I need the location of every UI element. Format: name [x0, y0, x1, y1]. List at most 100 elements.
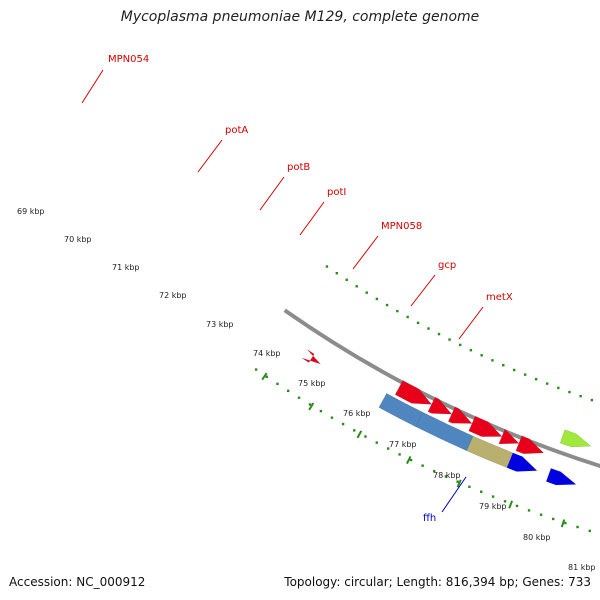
outer-tick-dot	[364, 435, 367, 438]
gene-ffh	[559, 429, 592, 448]
inner-tick-dot	[546, 382, 549, 385]
outer-tick-dot	[491, 495, 495, 498]
inner-tick-dot	[396, 309, 399, 313]
gene-leader-line	[299, 201, 325, 236]
gene-rev-2	[427, 396, 453, 415]
outer-tick-dot	[353, 429, 356, 432]
inner-tick-dot	[459, 343, 462, 347]
outer-major-tick	[456, 479, 462, 488]
gene-leader-line	[441, 476, 467, 513]
genome-backbone	[283, 308, 600, 468]
outer-tick-dot	[564, 521, 567, 525]
outer-major-tick	[508, 500, 514, 509]
outer-tick-dot	[386, 447, 390, 450]
outer-major-tick	[308, 402, 315, 411]
kbp-tick-label: 74 kbp	[253, 349, 281, 358]
topology-stats-label: Topology: circular; Length: 816,394 bp; …	[284, 575, 591, 589]
outer-tick-dot	[539, 513, 543, 516]
gene-label-ffh: ffh	[423, 513, 436, 524]
inner-tick-dot	[448, 338, 451, 341]
kbp-tick-label: 75 kbp	[298, 379, 326, 388]
inner-tick-dot	[579, 394, 582, 398]
map-title: Mycoplasma pneumoniae M129, complete gen…	[120, 9, 480, 25]
inner-tick-dot	[437, 332, 441, 336]
inner-tick-dot	[590, 398, 594, 402]
inner-tick-dot	[416, 321, 420, 325]
inner-tick-dot	[355, 285, 358, 288]
kbp-tick-label: 70 kbp	[64, 235, 92, 244]
gene-metX	[506, 452, 538, 472]
gene-rev-1	[394, 380, 433, 405]
inner-tick-dot	[385, 303, 389, 307]
inner-tick-dot	[534, 377, 538, 381]
kbp-tick-label: 72 kbp	[159, 291, 187, 300]
gene-rev-5	[498, 428, 520, 445]
outer-tick-dot	[375, 441, 378, 444]
kbp-tick-label: 71 kbp	[112, 263, 140, 272]
outer-tick-dot	[527, 509, 531, 512]
outer-tick-dot	[308, 403, 312, 406]
outer-tick-dot	[398, 453, 401, 456]
inner-tick-dot	[335, 272, 338, 275]
inner-tick-dot	[325, 265, 329, 268]
inner-tick-dot	[557, 386, 560, 390]
outer-tick-dot	[265, 375, 268, 378]
inner-tick-dot	[568, 390, 571, 394]
outer-tick-dot	[254, 368, 258, 371]
inner-tick-dot	[365, 291, 368, 294]
gene-MPN054	[301, 349, 322, 365]
gene-label-potB: potB	[287, 162, 310, 173]
kbp-tick-label: 77 kbp	[389, 440, 417, 449]
outer-tick-dot	[433, 469, 436, 473]
gene-rev-3	[447, 406, 473, 424]
gene-rev-6	[515, 435, 545, 455]
gene-rev-4	[468, 415, 503, 437]
gene-label-MPN058: MPN058	[381, 221, 422, 232]
kbp-tick-label: 78 kbp	[433, 471, 461, 480]
inner-tick-dot	[469, 348, 473, 352]
outer-tick-dot	[421, 464, 424, 467]
kbp-tick-label: 69 kbp	[17, 207, 45, 216]
inner-tick-dot	[502, 364, 505, 367]
inner-tick-dot	[512, 368, 516, 372]
outer-tick-dot	[287, 389, 290, 393]
kbp-tick-label: 80 kbp	[523, 533, 551, 542]
outer-tick-dot	[409, 458, 413, 462]
gene-label-metX: metX	[486, 292, 513, 303]
outer-tick-dot	[444, 475, 448, 478]
kbp-tick-label: 79 kbp	[479, 502, 507, 511]
outer-tick-dot	[576, 525, 579, 529]
gene-leader-line	[81, 69, 104, 104]
inner-tick-dot	[523, 373, 527, 376]
gene-leader-line	[352, 235, 379, 270]
inner-tick-dot	[345, 278, 348, 282]
inner-tick-dot	[406, 315, 409, 319]
outer-tick-dot	[297, 396, 301, 399]
outer-tick-dot	[503, 500, 507, 503]
gene-blue	[545, 467, 577, 486]
inner-tick-dot	[480, 354, 483, 357]
outer-tick-dot	[330, 416, 334, 419]
gene-leader-line	[458, 306, 484, 340]
kbp-tick-label: 76 kbp	[343, 409, 371, 418]
outer-tick-dot	[456, 480, 459, 483]
gene-leader-line	[197, 139, 223, 173]
inner-tick-dot	[375, 297, 379, 301]
accession-label: Accession: NC_000912	[9, 575, 146, 589]
outer-tick-dot	[319, 409, 323, 413]
outer-major-tick	[356, 430, 363, 439]
outer-major-tick	[406, 456, 412, 465]
kbp-tick-label: 73 kbp	[206, 320, 234, 329]
outer-tick-dot	[276, 382, 279, 386]
kbp-tick-label: 81 kbp	[568, 563, 596, 572]
outer-major-tick	[560, 519, 566, 528]
gene-label-gcp: gcp	[438, 260, 456, 271]
gene-leader-line	[410, 274, 436, 307]
gene-label-MPN054: MPN054	[108, 54, 149, 65]
outer-tick-dot	[341, 422, 345, 426]
inner-tick-dot	[427, 327, 430, 330]
outer-major-tick	[261, 372, 268, 381]
outer-tick-dot	[515, 504, 519, 508]
inner-tick-dot	[491, 359, 494, 362]
